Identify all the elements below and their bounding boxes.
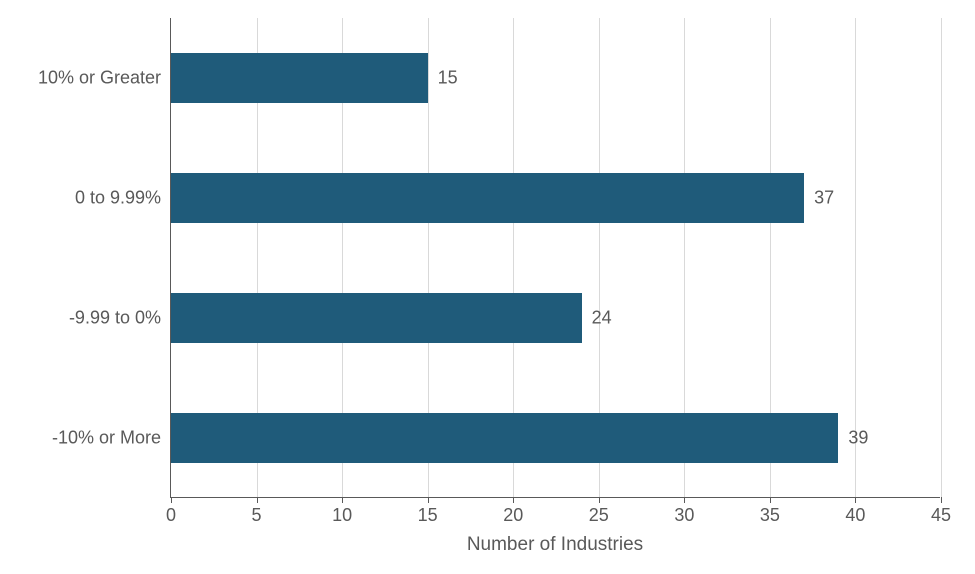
x-tick-mark bbox=[342, 497, 343, 503]
x-axis-title: Number of Industries bbox=[467, 534, 643, 556]
plot-area: 05101520253035404510% or Greater150 to 9… bbox=[170, 18, 940, 498]
x-tick-mark bbox=[941, 497, 942, 503]
gridline bbox=[941, 18, 942, 497]
bar bbox=[171, 173, 804, 223]
x-tick-mark bbox=[171, 497, 172, 503]
bar-value-label: 39 bbox=[848, 428, 868, 449]
x-tick-mark bbox=[770, 497, 771, 503]
x-tick-label: 5 bbox=[252, 505, 262, 526]
bar-value-label: 37 bbox=[814, 188, 834, 209]
x-tick-label: 30 bbox=[674, 505, 694, 526]
x-tick-label: 45 bbox=[931, 505, 951, 526]
bar bbox=[171, 293, 582, 343]
y-tick-label: -10% or More bbox=[52, 428, 161, 449]
x-tick-mark bbox=[855, 497, 856, 503]
x-tick-mark bbox=[428, 497, 429, 503]
x-tick-label: 40 bbox=[845, 505, 865, 526]
y-tick-label: 10% or Greater bbox=[38, 68, 161, 89]
x-tick-label: 10 bbox=[332, 505, 352, 526]
x-tick-mark bbox=[599, 497, 600, 503]
y-tick-label: -9.99 to 0% bbox=[69, 308, 161, 329]
x-tick-label: 35 bbox=[760, 505, 780, 526]
gridline bbox=[855, 18, 856, 497]
x-tick-label: 0 bbox=[166, 505, 176, 526]
x-tick-label: 15 bbox=[418, 505, 438, 526]
y-tick-label: 0 to 9.99% bbox=[75, 188, 161, 209]
bar bbox=[171, 413, 838, 463]
bar bbox=[171, 53, 428, 103]
x-tick-label: 20 bbox=[503, 505, 523, 526]
chart-container: 0 5 10 15 20 25 30 35 40 45 10% or Greater 15 0 to 9… bbox=[0, 0, 975, 574]
bar-value-label: 24 bbox=[592, 308, 612, 329]
x-tick-label: 25 bbox=[589, 505, 609, 526]
x-tick-mark bbox=[257, 497, 258, 503]
bar-value-label: 15 bbox=[438, 68, 458, 89]
x-tick-mark bbox=[684, 497, 685, 503]
x-tick-mark bbox=[513, 497, 514, 503]
